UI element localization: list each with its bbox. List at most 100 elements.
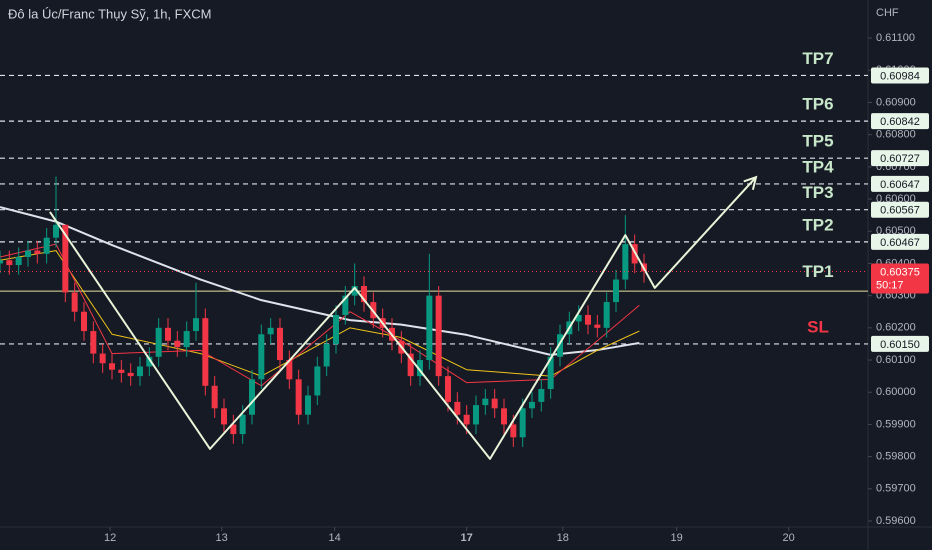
candle-body	[202, 318, 209, 386]
candle-body	[183, 331, 190, 348]
y-tick-label: 0.59800	[876, 451, 916, 463]
level-name: TP3	[802, 183, 833, 202]
level-price-text: 0.60467	[880, 237, 920, 249]
candle-body	[286, 360, 293, 380]
level-price-box	[871, 150, 929, 167]
level-price-text: 0.60984	[880, 70, 920, 82]
candle-body	[174, 340, 181, 348]
x-tick-label: 14	[328, 532, 340, 544]
candle-body	[267, 327, 274, 335]
candle-body	[90, 331, 97, 354]
candle-body	[361, 285, 367, 303]
candle-body	[165, 327, 171, 341]
level-name: TP5	[802, 132, 833, 151]
level-price-text: 0.60842	[880, 116, 920, 128]
level-price-box	[871, 233, 929, 250]
candle-body	[221, 408, 227, 425]
candle-body	[277, 327, 283, 361]
candle-body	[230, 424, 237, 435]
y-tick-label: 0.60000	[876, 386, 916, 398]
current-price-text: 0.60375	[880, 266, 920, 278]
arrow-head	[743, 175, 758, 191]
y-tick-label: 0.60100	[876, 354, 916, 366]
chart-title: Đô la Úc/Franc Thụy Sỹ, 1h, FXCM	[8, 6, 212, 21]
y-tick-label: 0.59600	[876, 515, 916, 527]
level-price-text: 0.60150	[880, 339, 920, 351]
x-tick-label: 13	[216, 532, 228, 544]
candle-body	[258, 334, 265, 380]
y-tick-label: 0.59700	[876, 483, 916, 495]
y-tick-label: 0.61100	[876, 32, 915, 44]
candle-body	[491, 398, 498, 409]
level-price-box	[871, 113, 929, 130]
candle-body	[519, 408, 526, 438]
candle-body	[34, 250, 41, 254]
y-tick-label: 0.59900	[876, 418, 916, 430]
candle-body	[239, 414, 246, 435]
candle-body	[603, 302, 610, 328]
candle-body	[622, 244, 629, 280]
candle-body	[585, 314, 591, 325]
candle-body	[155, 327, 162, 357]
candle-body	[538, 389, 545, 402]
candle-body	[249, 379, 255, 415]
candle-body	[445, 376, 451, 402]
candle-body	[211, 385, 218, 409]
x-tick-label: 18	[557, 532, 569, 544]
candle-body	[510, 424, 517, 438]
level-price-text: 0.60647	[880, 179, 920, 191]
candle-body	[43, 237, 50, 254]
level-name: TP6	[802, 95, 833, 114]
moving-average	[0, 250, 640, 377]
candle-body	[407, 353, 414, 377]
level-price-text: 0.60567	[880, 205, 920, 217]
level-price-box	[871, 67, 929, 84]
candle-body	[501, 408, 507, 425]
countdown: 50:17	[876, 279, 904, 291]
candle-body	[435, 295, 442, 377]
candle-body	[323, 343, 330, 367]
currency-label: CHF	[876, 7, 899, 19]
moving-average	[0, 206, 640, 356]
candle-body	[305, 395, 311, 415]
candle-body	[594, 324, 601, 328]
candle-body	[53, 224, 59, 238]
candle-body	[333, 314, 339, 344]
candle-body	[417, 360, 423, 377]
level-name: TP7	[802, 49, 833, 68]
level-name: TP2	[802, 215, 833, 234]
pattern-drawing	[49, 176, 757, 460]
candle-body	[137, 366, 143, 377]
candle-body	[15, 257, 22, 266]
y-tick-label: 0.60200	[876, 322, 916, 334]
candle-body	[118, 369, 125, 373]
current-price-box	[871, 263, 929, 294]
candle-body	[557, 334, 563, 357]
x-tick-label: 19	[671, 532, 683, 544]
candle-body	[62, 224, 69, 293]
candle-body	[575, 314, 582, 322]
candle-body	[81, 311, 87, 332]
candle-body	[99, 353, 106, 364]
level-name: SL	[807, 317, 829, 336]
x-tick-label: 20	[783, 532, 795, 544]
candle-body	[473, 405, 479, 425]
candle-body	[71, 292, 78, 312]
candle-body	[613, 279, 619, 303]
candle-body	[547, 356, 554, 390]
candle-body	[314, 366, 321, 396]
candle-body	[6, 260, 13, 266]
level-price-text: 0.60727	[880, 153, 920, 165]
level-name: TP4	[802, 157, 834, 176]
candle-body	[482, 398, 489, 406]
level-name: TP1	[802, 262, 833, 281]
level-price-box	[871, 335, 929, 352]
candle-body	[463, 414, 470, 425]
level-price-box	[871, 201, 929, 218]
candle-body	[351, 285, 358, 296]
candle-body	[426, 295, 433, 361]
candle-body	[25, 250, 31, 258]
